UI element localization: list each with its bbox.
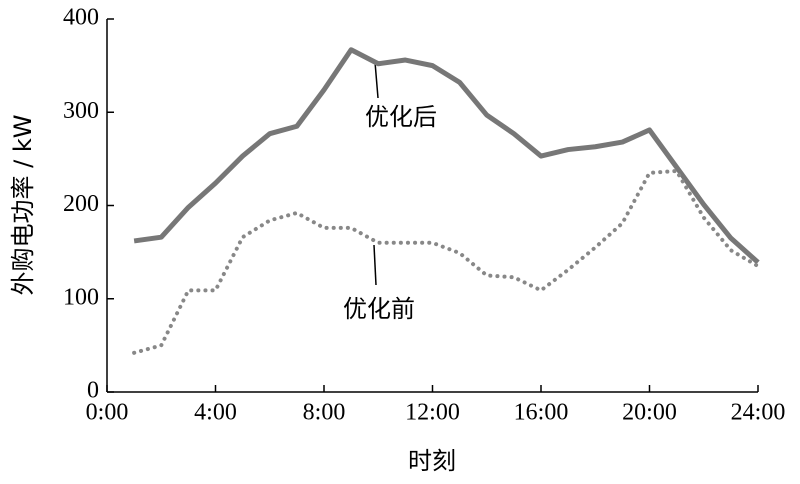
series-line — [132, 168, 760, 355]
leader-line — [373, 244, 377, 286]
series-line — [133, 47, 760, 265]
y-axis-label: 外购电功率 / kW — [9, 115, 37, 296]
y-tick-label: 300 — [63, 98, 99, 124]
leader-line — [374, 61, 379, 99]
y-tick-label: 200 — [63, 191, 99, 217]
x-tick-label: 12:00 — [405, 400, 460, 426]
x-tick-label: 8:00 — [303, 400, 346, 426]
annotation: 优化前 — [343, 295, 415, 323]
x-tick-label: 0:00 — [86, 400, 129, 426]
y-tick-label: 100 — [63, 284, 99, 310]
x-axis-label: 时刻 — [408, 447, 456, 475]
x-tick-label: 16:00 — [514, 400, 569, 426]
annotation: 优化后 — [365, 103, 437, 131]
x-tick-label: 24:00 — [731, 400, 786, 426]
x-tick-label: 20:00 — [622, 400, 677, 426]
x-tick-label: 4:00 — [194, 400, 237, 426]
y-tick-label: 400 — [63, 5, 99, 31]
y-tick-label: 0 — [87, 378, 99, 404]
